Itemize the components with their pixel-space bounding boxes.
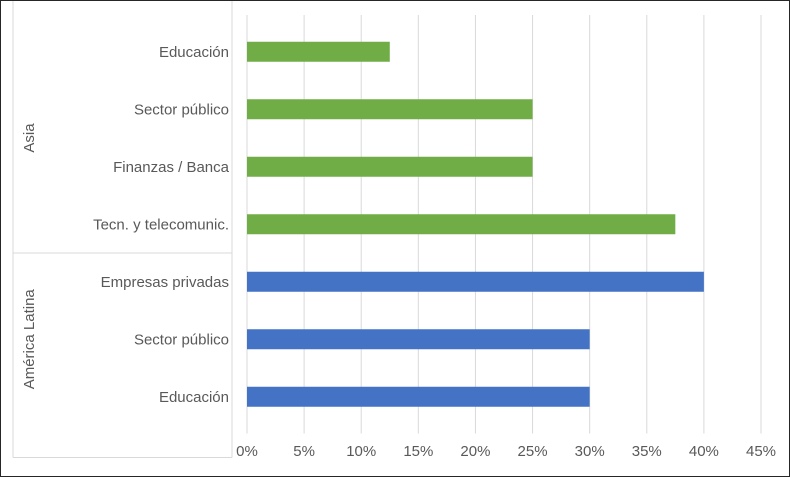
bar bbox=[247, 99, 533, 120]
x-tick-label: 10% bbox=[346, 443, 376, 460]
x-tick-label: 35% bbox=[632, 443, 662, 460]
group-label: Asia bbox=[21, 123, 38, 153]
bar bbox=[247, 41, 390, 62]
bar bbox=[247, 214, 676, 235]
bar bbox=[247, 156, 533, 177]
bar bbox=[247, 386, 590, 407]
x-tick-label: 20% bbox=[460, 443, 490, 460]
category-label: Tecn. y telecomunic. bbox=[93, 216, 229, 233]
x-tick-label: 40% bbox=[689, 443, 719, 460]
x-tick-label: 45% bbox=[746, 443, 776, 460]
bar bbox=[247, 271, 704, 292]
group-label: América Latina bbox=[21, 289, 38, 390]
category-label: Sector público bbox=[134, 101, 229, 118]
x-tick-label: 5% bbox=[293, 443, 315, 460]
bar bbox=[247, 329, 590, 350]
category-label: Finanzas / Banca bbox=[113, 159, 230, 176]
x-tick-label: 15% bbox=[403, 443, 433, 460]
category-label: Educación bbox=[159, 44, 229, 61]
x-tick-label: 30% bbox=[575, 443, 605, 460]
x-tick-label: 25% bbox=[518, 443, 548, 460]
category-label: Educación bbox=[159, 389, 229, 406]
category-label: Sector público bbox=[134, 331, 229, 348]
x-tick-label: 0% bbox=[236, 443, 258, 460]
category-label: Empresas privadas bbox=[101, 274, 229, 291]
